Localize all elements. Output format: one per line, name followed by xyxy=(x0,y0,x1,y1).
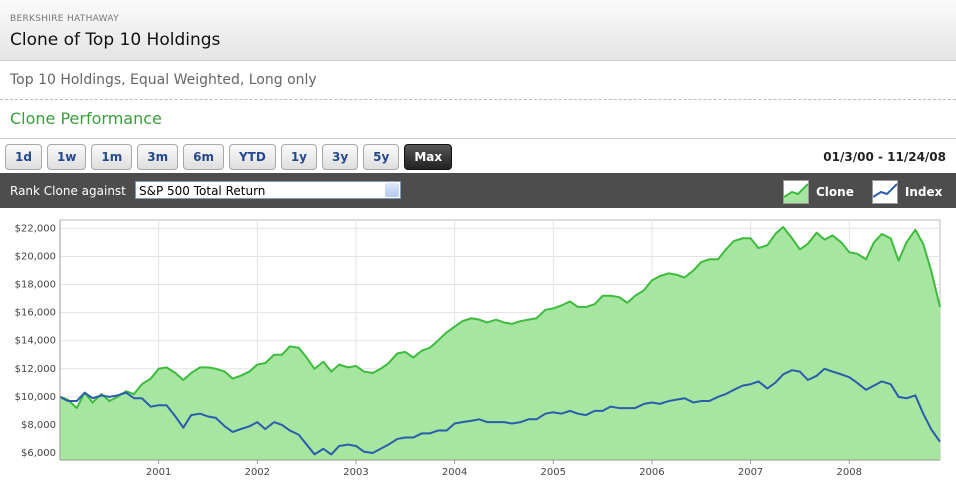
x-tick-label: 2005 xyxy=(541,467,566,478)
legend-label: Clone xyxy=(816,185,854,199)
page-title: Clone of Top 10 Holdings xyxy=(10,30,221,50)
range-button[interactable]: 1d xyxy=(5,144,42,170)
series-area xyxy=(60,227,940,460)
range-button[interactable]: YTD xyxy=(228,144,276,170)
legend-line xyxy=(872,183,897,198)
date-range: 01/3/00 - 11/24/08 xyxy=(823,150,946,164)
range-button[interactable]: 3m xyxy=(137,144,179,170)
legend-swatch xyxy=(871,180,898,204)
y-tick-label: $12,000 xyxy=(15,364,56,375)
y-tick-label: $22,000 xyxy=(15,223,56,234)
divider xyxy=(0,99,956,100)
series-line xyxy=(59,226,941,410)
legend-label: Index xyxy=(904,185,943,199)
y-tick-label: $6,000 xyxy=(21,448,56,459)
select-value: S&P 500 Total Return xyxy=(139,184,266,198)
y-tick-label: $18,000 xyxy=(15,280,56,291)
x-tick-label: 2001 xyxy=(146,467,171,478)
range-button[interactable]: 1y xyxy=(280,144,317,170)
header: BERKSHIRE HATHAWAY Clone of Top 10 Holdi… xyxy=(0,0,956,61)
x-tick-label: 2004 xyxy=(442,467,467,478)
x-tick-label: 2007 xyxy=(738,467,763,478)
x-tick-label: 2006 xyxy=(639,467,664,478)
range-button[interactable]: Max xyxy=(404,144,453,170)
section-title: Clone Performance xyxy=(10,109,162,128)
divider xyxy=(0,138,956,139)
x-tick-label: 2003 xyxy=(343,467,368,478)
chart: $6,000 $8,000 $10,000 $12,000 $14,000 $16,000… xyxy=(15,219,941,478)
rank-select[interactable]: S&P 500 Total Return xyxy=(135,181,401,199)
toolbar: Rank Clone against S&P 500 Total Return … xyxy=(0,173,956,208)
range-button[interactable]: 6m xyxy=(183,144,224,170)
series-line xyxy=(59,367,941,456)
range-button[interactable]: 5y xyxy=(363,144,400,170)
range-button[interactable]: 1w xyxy=(46,144,87,170)
range-button[interactable]: 1m xyxy=(91,144,133,170)
y-tick-label: $20,000 xyxy=(15,251,56,262)
x-tick-label: 2008 xyxy=(837,467,862,478)
description: Top 10 Holdings, Equal Weighted, Long on… xyxy=(10,72,317,88)
rank-label: Rank Clone against xyxy=(10,184,126,198)
x-tick-label: 2002 xyxy=(245,467,270,478)
y-tick-label: $16,000 xyxy=(15,308,56,319)
company: BERKSHIRE HATHAWAY xyxy=(10,14,119,24)
y-tick-label: $8,000 xyxy=(21,420,56,431)
legend-swatch xyxy=(783,180,809,204)
range-button[interactable]: 3y xyxy=(321,144,359,170)
legend-line xyxy=(784,183,808,198)
y-tick-label: $10,000 xyxy=(15,392,56,403)
select-arrow xyxy=(385,183,399,197)
y-tick-label: $14,000 xyxy=(15,336,56,347)
legend: Clone Index xyxy=(783,180,956,204)
range-buttons: 1d 1w 1m 3m 6m YTD 1y 3y 5y Max xyxy=(5,144,453,170)
